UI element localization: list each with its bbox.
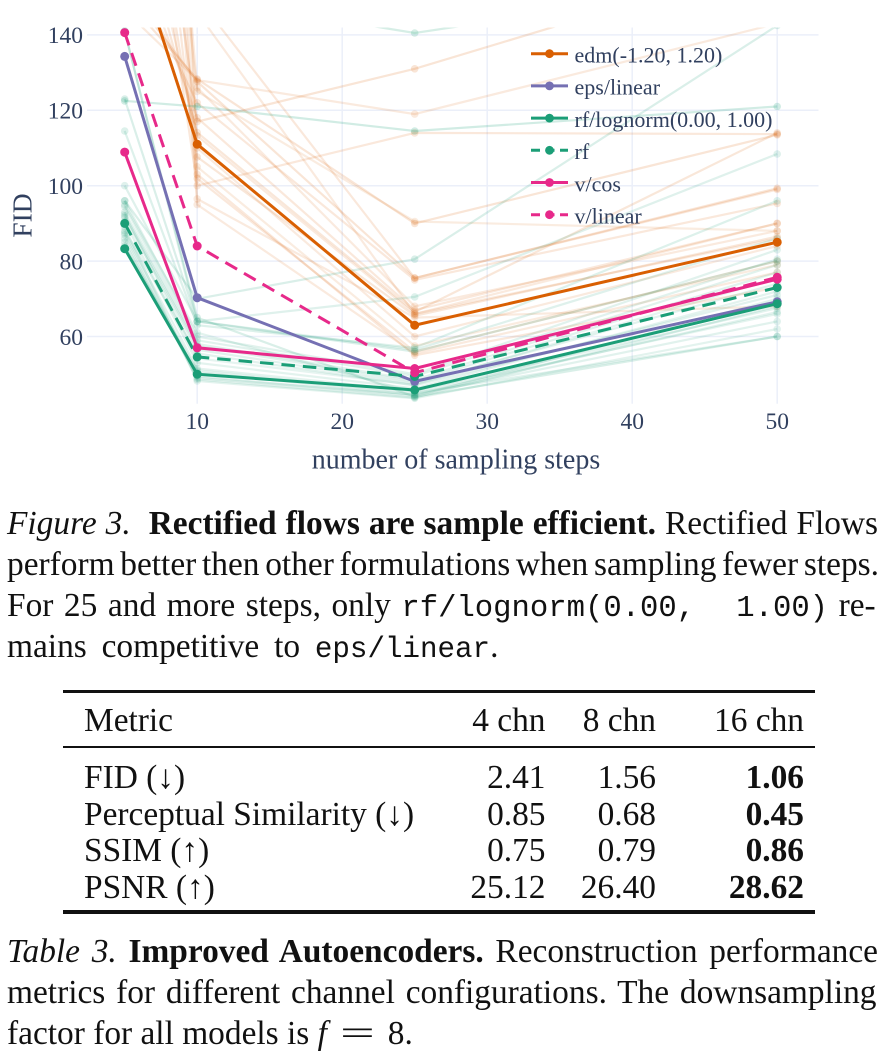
svg-text:30: 30 [475,409,499,435]
svg-text:eps/linear: eps/linear [575,75,661,100]
svg-text:rf/lognorm(0.00, 1.00): rf/lognorm(0.00, 1.00) [575,107,773,132]
svg-text:120: 120 [48,99,83,125]
svg-text:140: 140 [48,23,83,49]
svg-text:40: 40 [620,409,644,435]
svg-text:v/cos: v/cos [575,171,621,196]
svg-text:edm(-1.20, 1.20): edm(-1.20, 1.20) [575,43,723,68]
svg-text:v/linear: v/linear [575,204,643,229]
svg-text:50: 50 [765,409,789,435]
svg-text:60: 60 [60,325,84,351]
svg-text:100: 100 [48,174,83,200]
svg-text:80: 80 [60,249,84,275]
svg-text:FID: FID [7,193,38,237]
svg-text:number of sampling steps: number of sampling steps [312,444,601,475]
svg-text:20: 20 [330,409,354,435]
svg-text:rf: rf [575,139,590,164]
svg-text:10: 10 [185,409,209,435]
